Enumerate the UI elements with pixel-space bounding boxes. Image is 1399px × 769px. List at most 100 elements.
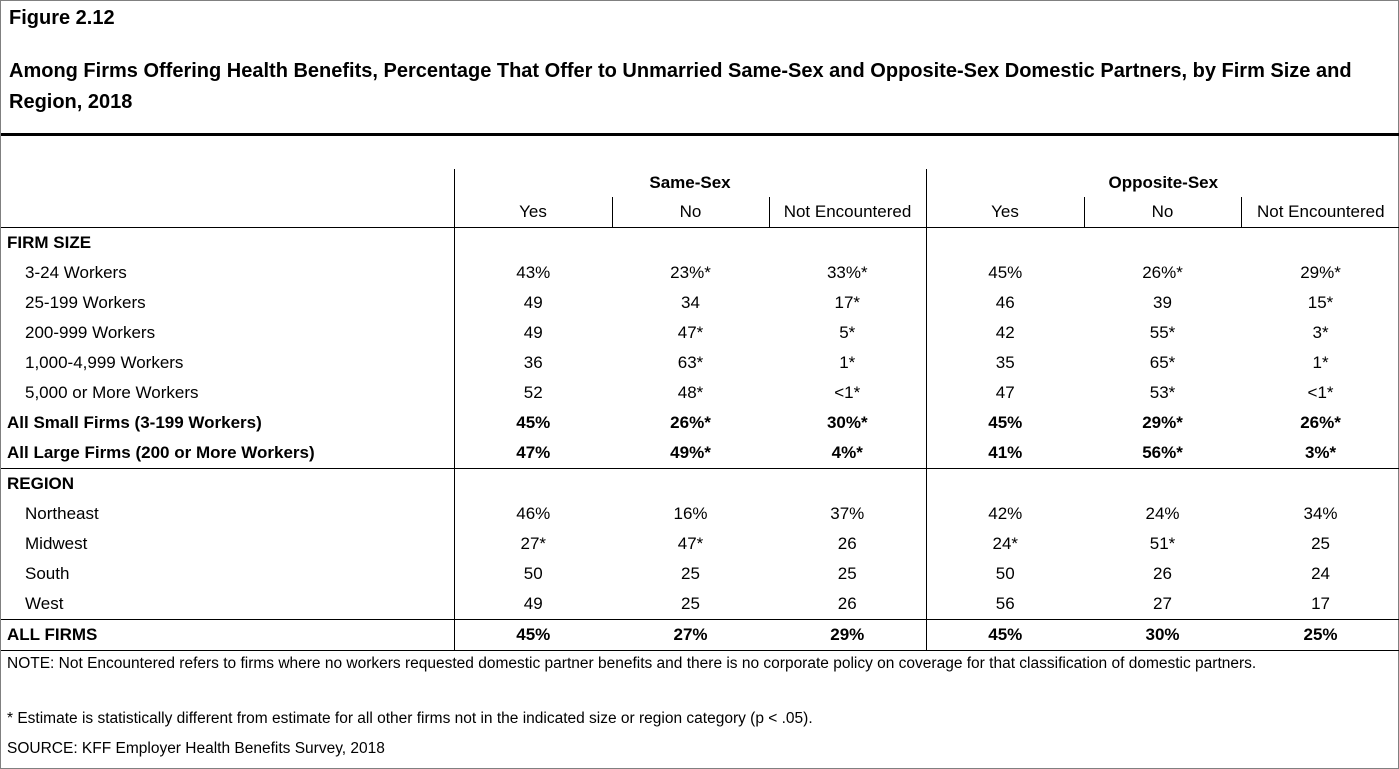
row-label: 3-24 Workers [25, 263, 127, 282]
cell: 37% [830, 504, 865, 523]
cell: 42 [925, 318, 1085, 348]
cell: 27* [453, 529, 612, 559]
row-label: 1,000-4,999 Workers [25, 353, 184, 372]
cell: 45% [453, 619, 612, 651]
cell: 45% [453, 408, 612, 438]
cell: 55* [1149, 323, 1176, 342]
cell: 30%* [826, 413, 868, 432]
cell: 26%* [1142, 263, 1183, 282]
note-text: NOTE: Not Encountered refers to firms wh… [7, 655, 1257, 672]
cell: 26 [837, 534, 857, 553]
cell: 24% [1145, 504, 1180, 523]
table-row: 25-199 Workers 49 34 17* 46 39 15* [1, 288, 1399, 318]
cell: 52 [453, 378, 612, 408]
row-label: South [25, 564, 70, 583]
row-label: 200-999 Workers [25, 323, 156, 342]
cell: 36 [453, 348, 612, 378]
table-row: Midwest 27* 47* 26 24* 51* 25 [1, 529, 1399, 559]
sub-header-row: Yes No Not Encountered Yes No Not Encoun… [1, 197, 1399, 228]
total-row: ALL FIRMS 45% 27% 29% 45% 30% 25% [1, 619, 1399, 651]
cell: 39 [1153, 293, 1172, 312]
cell: 29%* [1142, 413, 1183, 432]
cell: 26%* [670, 413, 711, 432]
cell: 53* [1149, 383, 1176, 402]
cell: 25 [837, 564, 857, 583]
row-label: ALL FIRMS [1, 619, 454, 651]
header-blank [1, 169, 454, 197]
row-label: Midwest [25, 534, 88, 553]
cell: 56%* [1084, 438, 1242, 469]
cell: 46 [925, 288, 1085, 318]
cell: 45% [925, 619, 1085, 651]
footnote-text: * Estimate is statistically different fr… [7, 710, 813, 727]
cell: 24 [1311, 564, 1330, 583]
table-row: South 50 25 25 50 26 24 [1, 559, 1399, 589]
row-label: 5,000 or More Workers [25, 383, 199, 402]
table-row: 1,000-4,999 Workers 36 63* 1* 35 65* 1* [1, 348, 1399, 378]
table-row: Northeast 46% 16% 37% 42% 24% 34% [1, 499, 1399, 529]
cell: 3%* [1241, 438, 1399, 469]
cell: 24* [925, 529, 1085, 559]
row-label: All Small Firms (3-199 Workers) [7, 413, 262, 432]
cell: 1* [839, 353, 856, 372]
col-header-same-not-encountered: Not Encountered [768, 197, 927, 228]
col-header-same-no: No [611, 197, 769, 228]
cell: 48* [677, 383, 704, 402]
cell: 17 [1241, 589, 1399, 620]
cell: 34 [681, 293, 700, 312]
section-row-firm-size: FIRM SIZE [1, 227, 1399, 258]
cell: 17* [834, 293, 861, 312]
cell: 33%* [826, 263, 868, 282]
cell: 30% [1084, 619, 1242, 651]
table-row: 5,000 or More Workers 52 48* <1* 47 53* … [1, 378, 1399, 408]
figure-label: Figure 2.12 [9, 7, 115, 29]
cell: 49 [453, 589, 612, 620]
section-label: REGION [7, 474, 75, 493]
table-row: West 49 25 26 56 27 17 [1, 589, 1399, 620]
cell: 25% [1241, 619, 1399, 651]
cell: 3* [1312, 323, 1329, 342]
cell: 65* [1149, 353, 1176, 372]
group-header-row: Same-Sex Opposite-Sex [1, 169, 1399, 197]
cell: 45% [925, 408, 1085, 438]
table-row: 200-999 Workers 49 47* 5* 42 55* 3* [1, 318, 1399, 348]
cell: 46% [453, 499, 612, 529]
cell: 5* [839, 323, 856, 342]
row-label: Northeast [25, 504, 99, 523]
cell: 25 [612, 589, 769, 620]
cell: 47* [677, 534, 704, 553]
cell: 26%* [1300, 413, 1341, 432]
cell: 27% [612, 619, 769, 651]
row-label: 25-199 Workers [25, 293, 146, 312]
cell: 34% [1303, 504, 1338, 523]
figure-title: Among Firms Offering Health Benefits, Pe… [9, 60, 1352, 113]
title-divider [1, 133, 1399, 136]
cell: 47* [677, 323, 704, 342]
cell: 35 [925, 348, 1085, 378]
row-label: All Large Firms (200 or More Workers) [1, 438, 454, 469]
col-header-opp-no: No [1083, 197, 1242, 228]
cell: 42% [925, 499, 1085, 529]
cell: 51* [1149, 534, 1176, 553]
col-header-opp-yes: Yes [925, 197, 1085, 228]
cell: 1* [1312, 353, 1329, 372]
cell: 26 [769, 589, 927, 620]
data-table: Same-Sex Opposite-Sex Yes No Not Encount… [1, 169, 1399, 651]
cell: 29%* [1300, 263, 1341, 282]
section-row-region: REGION [1, 468, 1399, 499]
group-header-same-sex: Same-Sex [453, 169, 927, 197]
summary-row: All Small Firms (3-199 Workers) 45% 26%*… [1, 408, 1399, 438]
cell: 47% [453, 438, 612, 469]
cell: 43% [453, 258, 612, 288]
cell: 25 [1311, 534, 1330, 553]
group-header-opposite-sex: Opposite-Sex [925, 169, 1399, 197]
cell: 50 [453, 559, 612, 589]
source-text: SOURCE: KFF Employer Health Benefits Sur… [7, 740, 385, 757]
cell: 49 [453, 318, 612, 348]
col-header-opp-not-encountered: Not Encountered [1240, 197, 1399, 228]
header-blank [1, 197, 454, 228]
cell: 50 [925, 559, 1085, 589]
cell: 23%* [670, 263, 711, 282]
cell: <1* [834, 383, 861, 402]
